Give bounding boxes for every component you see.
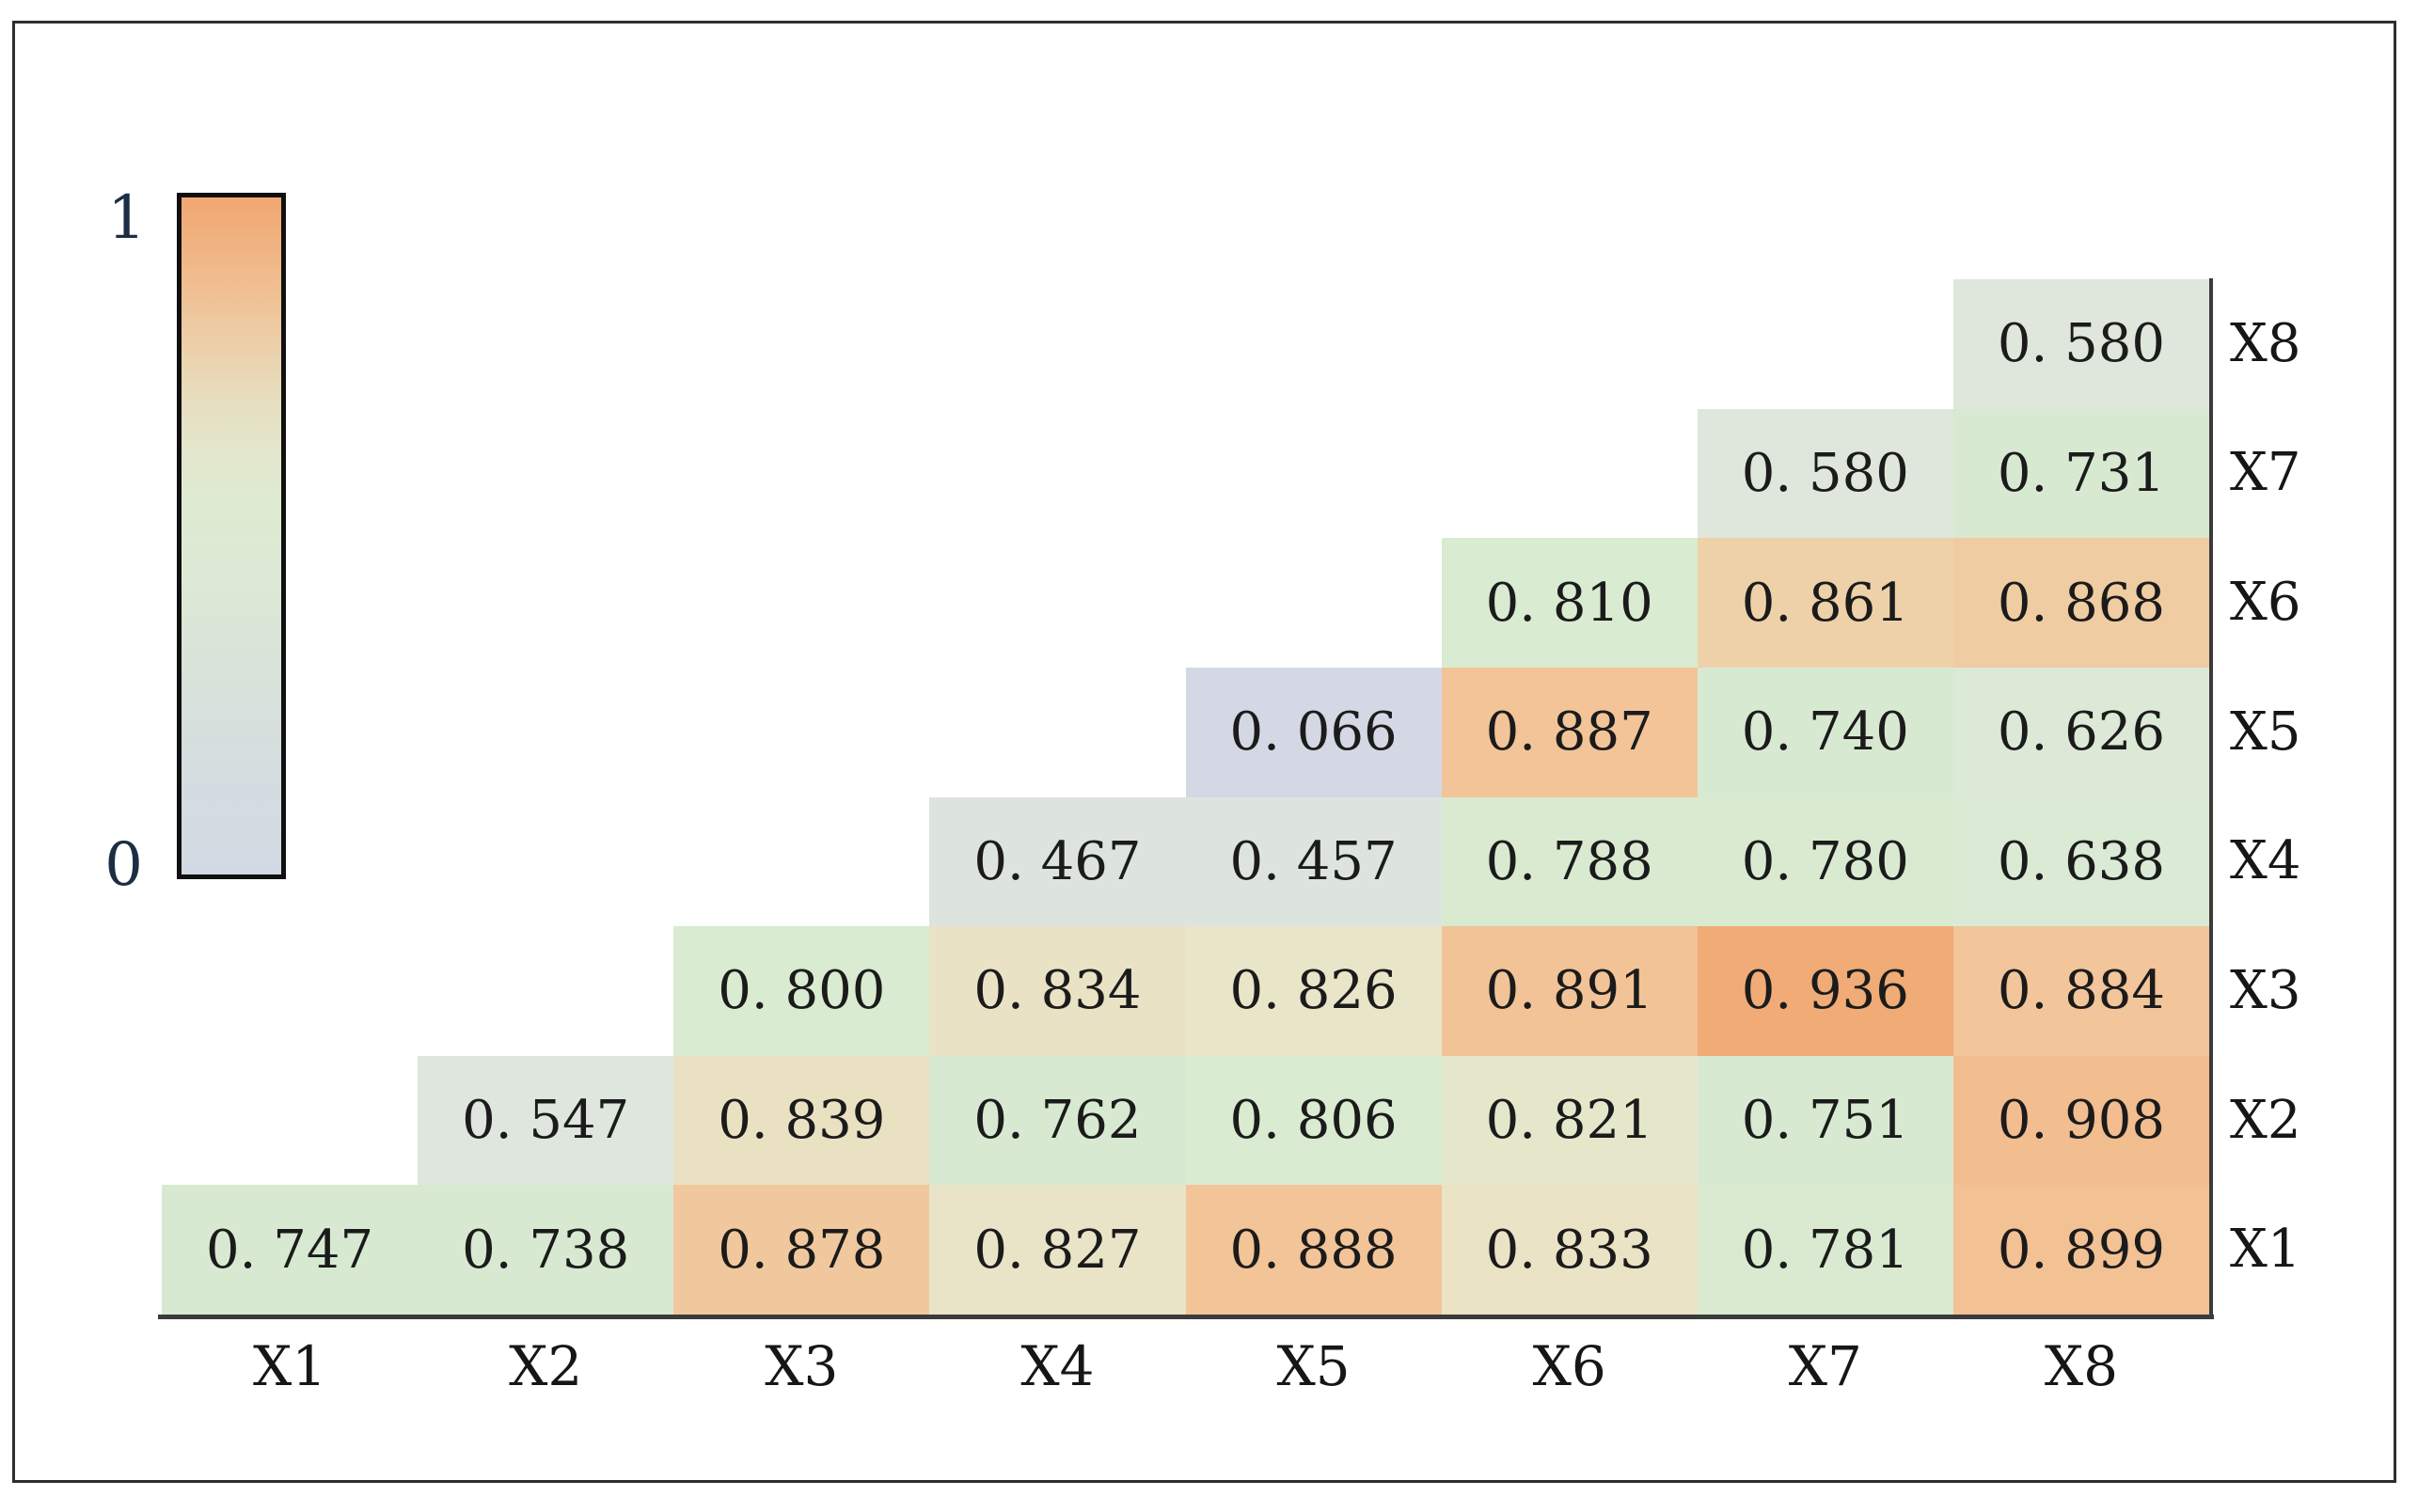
heatmap-cell-X4-X5: 0. 457 — [1185, 796, 1442, 927]
x-axis-label-X1: X1 — [252, 1334, 327, 1398]
heatmap-cell-X5-X6: 0. 887 — [1441, 667, 1698, 797]
x-axis-line — [158, 1315, 2214, 1319]
x-axis-label-X2: X2 — [509, 1334, 583, 1398]
heatmap-cell-X7-X7: 0. 580 — [1697, 408, 1953, 539]
y-axis-label-X3: X3 — [2230, 959, 2301, 1021]
heatmap-cell-X2-X3: 0. 839 — [673, 1055, 930, 1186]
heatmap-cell-X5-X5: 0. 066 — [1185, 667, 1442, 797]
heatmap-cell-X5-X7: 0. 740 — [1697, 667, 1953, 797]
heatmap-cell-X2-X2: 0. 547 — [418, 1055, 674, 1186]
heatmap-cell-X1-X6: 0. 833 — [1441, 1185, 1698, 1315]
heatmap-cell-X5-X8: 0. 626 — [1952, 667, 2209, 797]
heatmap-cell-X3-X7: 0. 936 — [1697, 926, 1953, 1056]
x-axis-label-X7: X7 — [1788, 1334, 1862, 1398]
x-axis-label-X4: X4 — [1020, 1334, 1095, 1398]
colorbar-max-label: 1 — [107, 183, 146, 253]
heatmap-cell-X7-X8: 0. 731 — [1952, 408, 2209, 539]
heatmap-cell-X1-X4: 0. 827 — [929, 1185, 1186, 1315]
colorbar-min-label: 0 — [104, 830, 143, 900]
y-axis-label-X4: X4 — [2230, 830, 2301, 892]
y-axis-label-X8: X8 — [2230, 312, 2301, 374]
x-axis-label-X3: X3 — [765, 1334, 839, 1398]
y-axis-label-X5: X5 — [2230, 701, 2301, 763]
x-axis-label-X6: X6 — [1532, 1334, 1606, 1398]
heatmap-cell-X4-X6: 0. 788 — [1441, 796, 1698, 927]
colorbar-gradient — [177, 193, 286, 879]
y-axis-label-X7: X7 — [2230, 442, 2301, 504]
y-axis-label-X6: X6 — [2230, 572, 2301, 634]
heatmap-cell-X6-X8: 0. 868 — [1952, 538, 2209, 668]
heatmap-cell-X1-X7: 0. 781 — [1697, 1185, 1953, 1315]
y-axis-label-X2: X2 — [2230, 1089, 2301, 1151]
y-axis-label-X1: X1 — [2230, 1219, 2301, 1281]
y-axis-line — [2209, 278, 2213, 1318]
heatmap-cell-X8-X8: 0. 580 — [1952, 279, 2209, 409]
heatmap-cell-X4-X4: 0. 467 — [929, 796, 1186, 927]
heatmap-cell-X3-X6: 0. 891 — [1441, 926, 1698, 1056]
heatmap-cell-X6-X7: 0. 861 — [1697, 538, 1953, 668]
heatmap-cell-X3-X8: 0. 884 — [1952, 926, 2209, 1056]
heatmap-cell-X6-X6: 0. 810 — [1441, 538, 1698, 668]
heatmap-cell-X1-X3: 0. 878 — [673, 1185, 930, 1315]
x-axis-label-X8: X8 — [2044, 1334, 2119, 1398]
x-axis-label-X5: X5 — [1276, 1334, 1351, 1398]
heatmap-cell-X1-X2: 0. 738 — [418, 1185, 674, 1315]
heatmap-cell-X4-X8: 0. 638 — [1952, 796, 2209, 927]
heatmap-cell-X2-X5: 0. 806 — [1185, 1055, 1442, 1186]
heatmap-cell-X3-X3: 0. 800 — [673, 926, 930, 1056]
heatmap-cell-X1-X5: 0. 888 — [1185, 1185, 1442, 1315]
heatmap-cell-X3-X5: 0. 826 — [1185, 926, 1442, 1056]
heatmap-cell-X2-X8: 0. 908 — [1952, 1055, 2209, 1186]
heatmap-cell-X3-X4: 0. 834 — [929, 926, 1186, 1056]
heatmap-cell-X2-X6: 0. 821 — [1441, 1055, 1698, 1186]
heatmap-cell-X2-X4: 0. 762 — [929, 1055, 1186, 1186]
heatmap-cell-X1-X8: 0. 899 — [1952, 1185, 2209, 1315]
heatmap-cell-X2-X7: 0. 751 — [1697, 1055, 1953, 1186]
heatmap-cell-X4-X7: 0. 780 — [1697, 796, 1953, 927]
heatmap-cell-X1-X1: 0. 747 — [162, 1185, 419, 1315]
